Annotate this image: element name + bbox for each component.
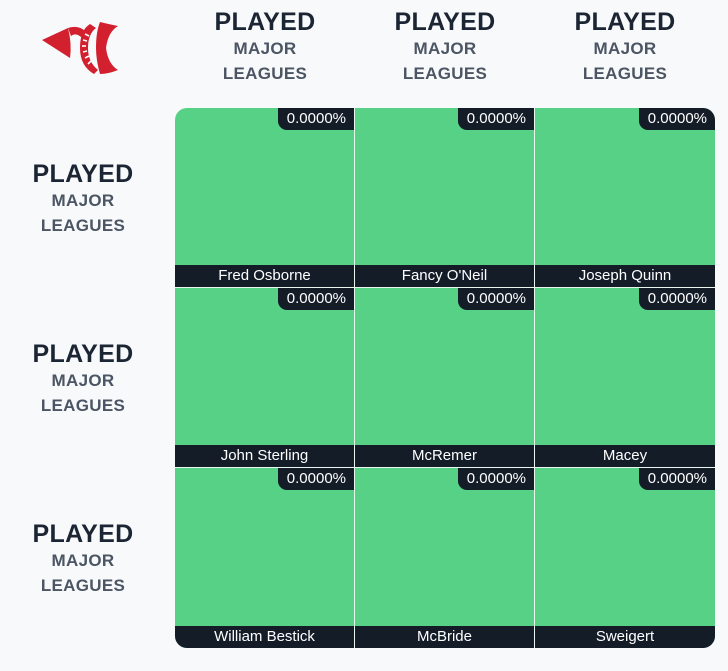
column-header-subtitle: MAJOR	[413, 39, 477, 58]
player-name-label: Macey	[535, 445, 715, 467]
player-name-label: McBride	[355, 626, 534, 648]
column-header-subtitle: MAJOR	[593, 39, 657, 58]
column-header-title: PLAYED	[214, 8, 316, 36]
column-header-2: PLAYED MAJOR LEAGUES	[355, 8, 535, 86]
column-header-1: PLAYED MAJOR LEAGUES	[175, 8, 355, 86]
player-name-label: Fancy O'Neil	[355, 265, 534, 287]
row-header-subtitle: MAJOR	[51, 551, 115, 570]
row-header-3: PLAYED MAJOR LEAGUES	[8, 520, 158, 598]
rarity-percent-badge: 0.0000%	[277, 468, 354, 490]
rarity-percent-badge: 0.0000%	[638, 288, 715, 310]
row-header-subtitle: MAJOR	[51, 371, 115, 390]
player-name-label: Joseph Quinn	[535, 265, 715, 287]
rarity-percent-badge: 0.0000%	[457, 468, 534, 490]
row-header-subtitle: LEAGUES	[40, 576, 126, 595]
rarity-percent-badge: 0.0000%	[638, 468, 715, 490]
grid-cell-r3-c2[interactable]: 0.0000% McBride	[355, 468, 535, 648]
column-header-subtitle: LEAGUES	[402, 64, 488, 83]
rarity-percent-badge: 0.0000%	[638, 108, 715, 130]
player-name-label: Fred Osborne	[175, 265, 354, 287]
row-header-title: PLAYED	[32, 160, 134, 188]
grid-cell-r1-c1[interactable]: 0.0000% Fred Osborne	[175, 108, 355, 288]
baseball-logo-icon[interactable]	[38, 18, 122, 76]
row-header-2: PLAYED MAJOR LEAGUES	[8, 340, 158, 418]
grid-cell-r2-c3[interactable]: 0.0000% Macey	[535, 288, 715, 468]
column-header-subtitle: LEAGUES	[582, 64, 668, 83]
row-header-title: PLAYED	[32, 520, 134, 548]
column-header-subtitle: LEAGUES	[222, 64, 308, 83]
row-header-title: PLAYED	[32, 340, 134, 368]
grid-cell-r1-c3[interactable]: 0.0000% Joseph Quinn	[535, 108, 715, 288]
rarity-percent-badge: 0.0000%	[457, 108, 534, 130]
column-header-3: PLAYED MAJOR LEAGUES	[535, 8, 715, 86]
rarity-percent-badge: 0.0000%	[277, 288, 354, 310]
grid-cell-r2-c1[interactable]: 0.0000% John Sterling	[175, 288, 355, 468]
row-header-subtitle: LEAGUES	[40, 216, 126, 235]
answer-grid: 0.0000% Fred Osborne 0.0000% Fancy O'Nei…	[175, 108, 715, 648]
player-name-label: Sweigert	[535, 626, 715, 648]
player-name-label: John Sterling	[175, 445, 354, 467]
player-name-label: McRemer	[355, 445, 534, 467]
grid-cell-r2-c2[interactable]: 0.0000% McRemer	[355, 288, 535, 468]
rarity-percent-badge: 0.0000%	[457, 288, 534, 310]
row-header-subtitle: MAJOR	[51, 191, 115, 210]
grid-cell-r3-c3[interactable]: 0.0000% Sweigert	[535, 468, 715, 648]
column-header-title: PLAYED	[394, 8, 496, 36]
grid-cell-r1-c2[interactable]: 0.0000% Fancy O'Neil	[355, 108, 535, 288]
row-header-1: PLAYED MAJOR LEAGUES	[8, 160, 158, 238]
rarity-percent-badge: 0.0000%	[277, 108, 354, 130]
column-header-subtitle: MAJOR	[233, 39, 297, 58]
row-header-subtitle: LEAGUES	[40, 396, 126, 415]
grid-cell-r3-c1[interactable]: 0.0000% William Bestick	[175, 468, 355, 648]
column-header-title: PLAYED	[574, 8, 676, 36]
player-name-label: William Bestick	[175, 626, 354, 648]
